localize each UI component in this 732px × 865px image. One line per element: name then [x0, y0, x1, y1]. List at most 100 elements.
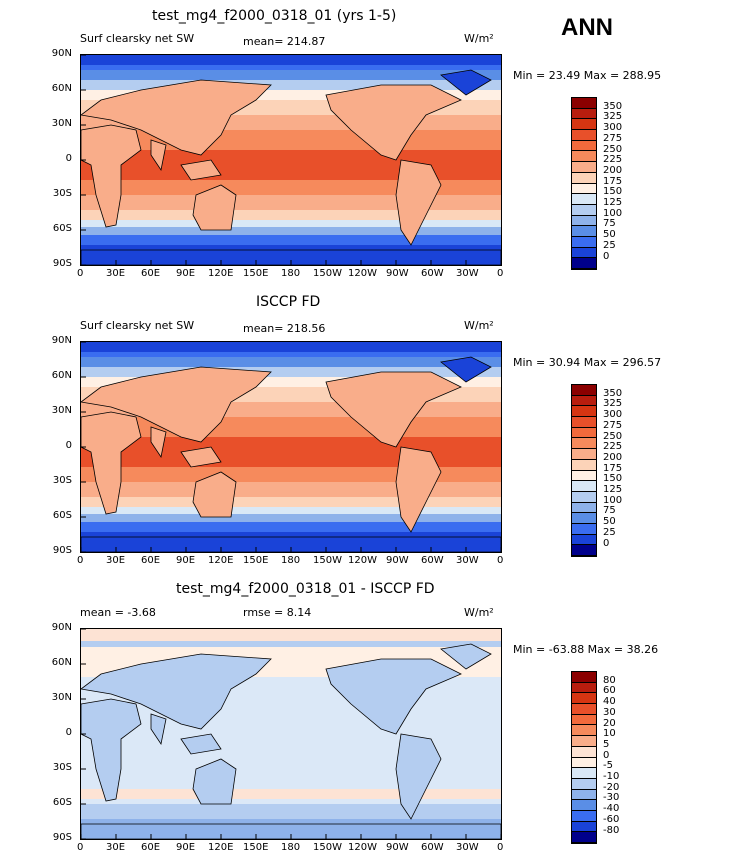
- colorbar-swatch: [572, 502, 596, 514]
- colorbar-swatch: [572, 427, 596, 439]
- colorbar-swatch: [572, 821, 596, 833]
- lat-tick-label: 30S: [52, 188, 72, 199]
- lon-tick-label: 150W: [313, 268, 342, 279]
- colorbar-tick-label: 225: [603, 154, 623, 166]
- panel-1-minmax: Min = 23.49 Max = 288.95: [513, 69, 662, 82]
- colorbar-tick-label: 225: [603, 441, 623, 453]
- lon-tick-label: 180: [281, 842, 301, 853]
- panel-2-title: ISCCP FD: [256, 294, 321, 310]
- colorbar-tick-label: 125: [603, 484, 623, 495]
- panel-1-map: [80, 54, 502, 266]
- lon-tick-label: 90E: [176, 268, 196, 279]
- panel-1-map-image: [81, 55, 501, 265]
- panel-2-map-image: [81, 342, 501, 552]
- lon-tick-label: 30E: [106, 268, 126, 279]
- lat-tick-label: 30N: [51, 405, 72, 416]
- lat-tick-label: 90N: [51, 335, 72, 346]
- colorbar-swatch: [572, 183, 596, 195]
- colorbar-tick-label: 200: [603, 451, 623, 463]
- colorbar-swatch: [572, 746, 596, 758]
- lat-tick-label: 60N: [51, 370, 72, 381]
- lon-tick-label: 120W: [348, 555, 377, 566]
- colorbar-swatch: [572, 119, 596, 131]
- panel-3-map: [80, 628, 502, 840]
- panel-2-left-label: Surf clearsky net SW: [80, 319, 195, 332]
- panel-2-minmax: Min = 30.94 Max = 296.57: [513, 356, 662, 369]
- colorbar-tick-label: 80: [603, 674, 616, 686]
- lon-tick-label: 150W: [313, 842, 342, 853]
- panel-3-title: test_mg4_f2000_0318_01 - ISCCP FD: [176, 581, 435, 597]
- lon-tick-label: 60W: [421, 268, 444, 279]
- colorbar-tick-label: 25: [603, 239, 616, 251]
- colorbar-swatch: [572, 162, 596, 173]
- colorbar-swatch: [572, 226, 596, 237]
- lon-tick-label: 30W: [456, 555, 479, 566]
- colorbar-tick-label: 60: [603, 685, 616, 697]
- lat-tick-label: 0: [65, 440, 72, 451]
- colorbar-swatch: [572, 215, 596, 227]
- lon-tick-label: 60W: [421, 842, 444, 853]
- colorbar-swatch: [572, 204, 596, 216]
- lat-tick-label: 90S: [52, 545, 72, 556]
- colorbar-tick-label: 100: [603, 207, 623, 219]
- lon-tick-label: 0: [77, 268, 84, 279]
- colorbar-swatch: [572, 491, 596, 503]
- colorbar-swatch: [572, 151, 596, 163]
- colorbar-tick-label: 250: [603, 430, 623, 442]
- colorbar-swatch: [572, 672, 596, 683]
- colorbar-swatch: [572, 406, 596, 418]
- colorbar-tick-label: 150: [603, 186, 623, 198]
- colorbar-swatch: [572, 481, 596, 492]
- colorbar-tick-label: 325: [603, 398, 623, 410]
- lon-tick-label: 150W: [313, 555, 342, 566]
- colorbar-swatch: [572, 459, 596, 471]
- colorbar-tick-label: 200: [603, 164, 623, 176]
- colorbar-swatch: [572, 449, 596, 460]
- colorbar-swatch: [572, 768, 596, 779]
- colorbar-swatch: [572, 130, 596, 141]
- lat-tick-label: 30N: [51, 118, 72, 129]
- lon-tick-label: 120E: [208, 268, 234, 279]
- panel-3-rmse-label: rmse = 8.14: [243, 606, 312, 619]
- lat-tick-label: 90S: [52, 832, 72, 843]
- colorbar-tick-label: 0: [603, 537, 610, 549]
- colorbar-tick-label: 10: [603, 728, 616, 740]
- colorbar-swatch: [572, 736, 596, 747]
- colorbar-swatch: [572, 704, 596, 715]
- lon-tick-label: 30E: [106, 555, 126, 566]
- colorbar-tick-label: 325: [603, 111, 623, 123]
- lon-tick-label: 90E: [176, 555, 196, 566]
- lon-tick-label: 150E: [243, 842, 269, 853]
- colorbar-tick-label: 25: [603, 526, 616, 538]
- lat-tick-label: 30S: [52, 762, 72, 773]
- lat-tick-label: 0: [65, 153, 72, 164]
- lat-tick-label: 90S: [52, 258, 72, 269]
- lat-tick-label: 60N: [51, 83, 72, 94]
- lon-tick-label: 0: [497, 268, 504, 279]
- lon-tick-label: 0: [497, 842, 504, 853]
- lon-tick-label: 30W: [456, 268, 479, 279]
- colorbar-swatch: [572, 682, 596, 694]
- colorbar-swatch: [572, 810, 596, 822]
- lon-tick-label: 0: [497, 555, 504, 566]
- colorbar-tick-label: 175: [603, 175, 623, 187]
- colorbar-swatch: [572, 545, 596, 556]
- panel-3-map-image: [81, 629, 501, 839]
- colorbar-swatch: [572, 417, 596, 428]
- colorbar-tick-label: 250: [603, 143, 623, 155]
- colorbar-tick-label: -5: [603, 760, 613, 772]
- colorbar-swatch: [572, 800, 596, 811]
- colorbar-tick-label: 350: [603, 387, 623, 399]
- colorbar-tick-label: -20: [603, 781, 620, 793]
- colorbar-swatch: [572, 385, 596, 396]
- colorbar-swatch: [572, 258, 596, 269]
- lat-tick-label: 90N: [51, 622, 72, 633]
- colorbar-tick-label: 50: [603, 229, 616, 241]
- colorbar-tick-label: 150: [603, 473, 623, 485]
- colorbar-tick-label: 20: [603, 717, 616, 729]
- panel-1-units: W/m²: [464, 32, 494, 45]
- colorbar-swatch: [572, 194, 596, 205]
- lon-tick-label: 120W: [348, 842, 377, 853]
- lon-tick-label: 150E: [243, 268, 269, 279]
- panel-3-units: W/m²: [464, 606, 494, 619]
